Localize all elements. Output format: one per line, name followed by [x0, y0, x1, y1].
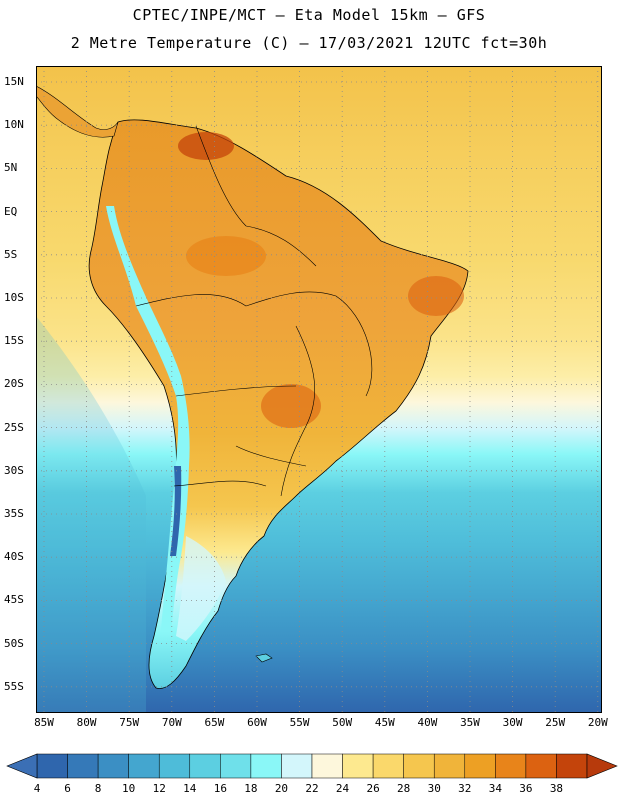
colorbar-cell — [158, 753, 191, 779]
lat-label: 5S — [4, 247, 18, 261]
lat-label: 15N — [4, 75, 24, 88]
lat-label: 35S — [4, 507, 24, 520]
colorbar-cell — [97, 753, 129, 779]
lat-label: 50S — [4, 636, 24, 650]
colorbar-label: 14 — [183, 782, 197, 795]
lat-label: 45S — [4, 593, 24, 607]
lon-label: 70W — [161, 716, 182, 729]
lat-label: 20S — [4, 377, 24, 391]
andes-coldest-core — [170, 466, 182, 556]
colorbar-label: 6 — [64, 782, 71, 795]
lat-label: EQ — [4, 204, 18, 218]
colorbar-label: 32 — [458, 782, 472, 795]
colorbar-label: 24 — [335, 782, 350, 795]
lon-label: 60W — [247, 716, 267, 729]
colorbar — [6, 753, 618, 779]
colorbar-cell — [433, 753, 466, 779]
country-borders — [135, 125, 373, 497]
colorbar-cell — [189, 753, 221, 779]
lon-label: 75W — [119, 716, 140, 729]
lon-label: 50W — [332, 716, 353, 729]
lon-label: 55W — [289, 716, 310, 729]
colorbar-above-triangle — [586, 753, 618, 779]
colorbar-label: 4 — [33, 782, 41, 795]
falkland-islands — [255, 653, 273, 663]
lon-label: 25W — [545, 716, 566, 729]
temperature-map — [36, 66, 602, 713]
lat-label: 30S — [4, 463, 24, 477]
hot-region-northeast-brazil — [408, 276, 464, 316]
lon-label: 30W — [502, 716, 523, 729]
colorbar-label: 16 — [213, 782, 227, 795]
map-border — [36, 66, 602, 713]
colorbar-cell — [464, 753, 496, 779]
pacific-cool-region — [36, 316, 146, 713]
colorbar-cell — [403, 753, 435, 779]
lon-label: 65W — [204, 716, 225, 729]
lon-label: 20W — [587, 716, 608, 729]
colorbar-cell — [525, 753, 557, 779]
lon-label: 45W — [374, 716, 395, 729]
lon-label: 35W — [460, 716, 480, 729]
colorbar-label: 8 — [94, 782, 102, 795]
colorbar-cell — [128, 753, 160, 779]
hot-region-paraguay — [261, 384, 321, 428]
lat-label: 25S — [4, 420, 24, 434]
patagonia-cool-area — [176, 536, 226, 641]
colorbar-below-triangle — [6, 753, 38, 779]
lat-label: 5N — [4, 161, 18, 175]
colorbar-cell — [556, 753, 588, 779]
colorbar-label: 12 — [152, 782, 166, 795]
colorbar-cell — [372, 753, 404, 779]
lat-label: 10S — [4, 291, 24, 304]
colorbar-label: 30 — [427, 782, 441, 795]
hot-region-amazon — [186, 236, 266, 276]
colorbar-cell — [36, 753, 68, 779]
colorbar-cell — [342, 753, 374, 779]
lon-label: 40W — [417, 716, 438, 729]
title-line-1: CPTEC/INPE/MCT – Eta Model 15km – GFS — [132, 6, 486, 24]
colorbar-cell — [67, 753, 99, 779]
colorbar-label: 38 — [549, 782, 564, 795]
colorbar-label: 34 — [488, 782, 502, 795]
lat-label: 10N — [4, 118, 24, 132]
lon-label: 80W — [76, 716, 97, 729]
colorbar-label: 26 — [366, 782, 380, 795]
lat-label: 55S — [4, 679, 24, 693]
colorbar-cell — [220, 753, 252, 779]
colorbar-cell — [311, 753, 343, 779]
title-line-2: 2 Metre Temperature (C) – 17/03/2021 12U… — [70, 34, 548, 52]
colorbar-cell — [495, 753, 527, 779]
colorbar-label: 28 — [397, 782, 411, 795]
colorbar-label: 20 — [274, 782, 289, 795]
colorbar-label: 36 — [519, 782, 533, 795]
hot-region-venezuela — [178, 132, 234, 160]
colorbar-label: 22 — [305, 782, 319, 795]
lat-label: 15S — [4, 334, 24, 348]
colorbar-cell — [281, 753, 313, 779]
colorbar-label: 10 — [122, 782, 136, 795]
lat-label: 40S — [4, 550, 24, 564]
colorbar-label: 18 — [244, 782, 258, 795]
colorbar-cell — [250, 753, 282, 779]
lon-label: 85W — [34, 716, 54, 729]
